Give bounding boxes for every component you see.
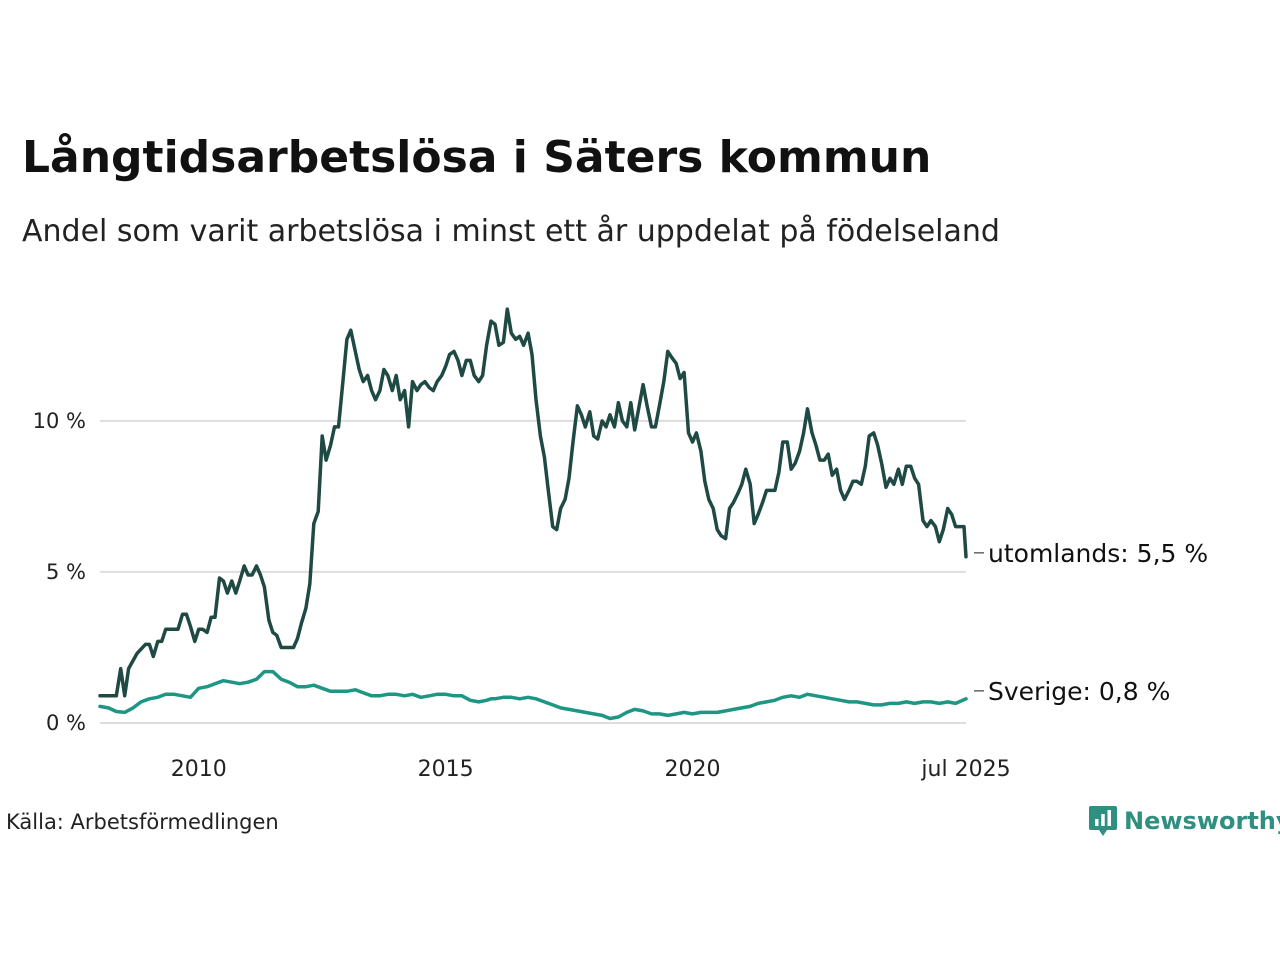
- series-lines: [98, 307, 968, 721]
- x-tick-label: 2015: [418, 757, 474, 782]
- series-line-utomlands: [98, 307, 968, 698]
- brand-name: Newsworthy: [1124, 807, 1280, 835]
- chart-subtitle: Andel som varit arbetslösa i minst ett å…: [22, 214, 1000, 249]
- x-axis-ticks: 2010 2015 2020 jul 2025: [171, 757, 1011, 782]
- x-tick-label: 2020: [664, 757, 720, 782]
- y-tick-label: 0 %: [46, 711, 86, 735]
- series-line-sverige: [98, 669, 968, 721]
- x-tick-label: 2010: [171, 757, 227, 782]
- y-tick-label: 10 %: [33, 409, 86, 433]
- gridlines: [100, 419, 966, 724]
- x-tick-label-end: jul 2025: [920, 757, 1010, 782]
- brand-logo: Newsworthy: [1088, 804, 1280, 838]
- y-axis-ticks: 0 % 5 % 10 %: [33, 409, 86, 735]
- end-label-utomlands: utomlands: 5,5 %: [988, 539, 1208, 568]
- end-label-sverige: Sverige: 0,8 %: [988, 677, 1170, 706]
- source-note: Källa: Arbetsförmedlingen: [6, 810, 279, 834]
- newsworthy-icon: [1089, 806, 1117, 836]
- y-tick-label: 5 %: [46, 560, 86, 584]
- chart-title: Långtidsarbetslösa i Säters kommun: [22, 132, 932, 183]
- series-end-labels: utomlands: 5,5 % Sverige: 0,8 %: [974, 539, 1208, 706]
